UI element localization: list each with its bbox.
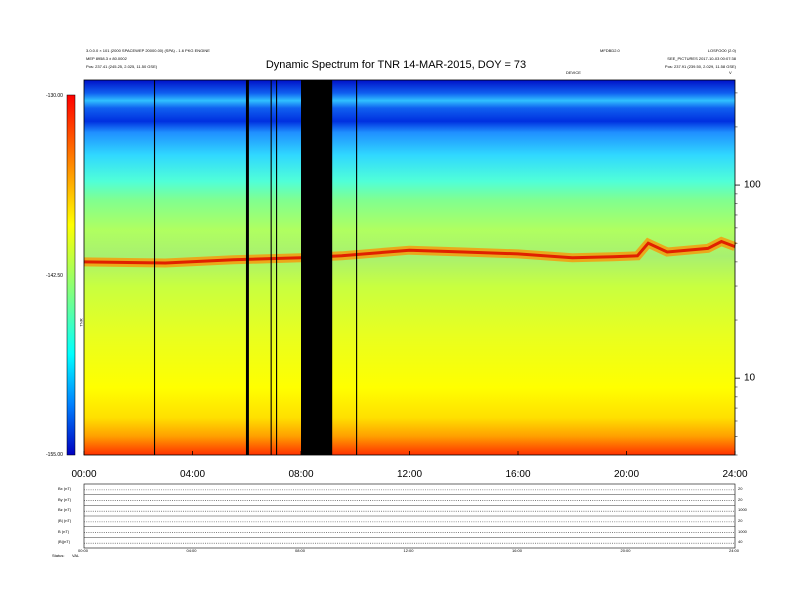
data-gap bbox=[301, 80, 333, 455]
panel-left-label: |B| (nT) bbox=[58, 518, 72, 523]
panel-right-label: 40 bbox=[738, 539, 743, 545]
status-label: Status: bbox=[52, 553, 65, 558]
panel-left-label: |B|(nT) bbox=[58, 539, 71, 545]
header-info-mid: MFDBD2.0 bbox=[600, 48, 620, 53]
chart-title: Dynamic Spectrum for TNR 14-MAR-2015, DO… bbox=[265, 59, 527, 71]
corner-label: V bbox=[729, 70, 732, 75]
status-value: VAL bbox=[72, 553, 80, 558]
panel-right-label: 20 bbox=[738, 518, 743, 523]
panel-x-tick-label: 24:00 bbox=[729, 548, 740, 553]
panel-x-tick-label: 04:00 bbox=[186, 548, 197, 553]
panel-x-tick-label: 16:00 bbox=[512, 548, 523, 553]
colorbar-tick-mid: -142.50 bbox=[46, 273, 63, 279]
plasma-line bbox=[83, 239, 736, 265]
panel-right-label: 20 bbox=[738, 496, 743, 502]
spectrogram-area bbox=[84, 80, 735, 455]
x-tick-label: 16:00 bbox=[505, 469, 531, 480]
header-info-right-2: SEE_PICTURES 2017-10-03 00:07:38 bbox=[667, 56, 736, 61]
header-info-left-3: Pos: 237.41 (245.25, 2.025, 11.50 GSE) bbox=[86, 64, 158, 69]
header-info-right-3: Pos: 237.91 (239.50, 2.029, 11.58 GSE) bbox=[664, 64, 736, 69]
colorbar bbox=[66, 94, 76, 456]
small-marker-label: DEVICE bbox=[566, 70, 581, 75]
x-tick-label: 00:00 bbox=[71, 469, 97, 480]
x-tick-label: 20:00 bbox=[613, 469, 640, 480]
header-info-left-2: MEP 8958.3 ± 80.0002 bbox=[86, 56, 127, 61]
panel-x-tick-label: 00:00 bbox=[78, 548, 89, 553]
plot-frame bbox=[83, 79, 736, 456]
panel-x-tick-label: 12:00 bbox=[403, 548, 414, 553]
x-tick-label: 12:00 bbox=[396, 469, 423, 480]
panel-right-label: 1000 bbox=[738, 507, 747, 513]
colorbar-label: TNR bbox=[78, 318, 84, 327]
panel-x-tick-label: 20:00 bbox=[620, 548, 631, 553]
header-info-left-1: 3.0.0.0 × 101 (2000 SPACEWEP 20000.00) (… bbox=[86, 48, 210, 53]
panel-x-tick-label: 08:00 bbox=[295, 548, 306, 553]
panel-right-label: 20 bbox=[738, 486, 743, 491]
panel-right-label: 1000 bbox=[738, 528, 747, 534]
x-tick-label: 24:00 bbox=[722, 469, 748, 480]
panel-left-label: By (nT) bbox=[58, 496, 72, 502]
x-tick-label: 04:00 bbox=[179, 469, 206, 480]
y-tick-label: 100 bbox=[744, 179, 761, 191]
colorbar-tick-bottom: -155.00 bbox=[46, 452, 63, 458]
x-tick-label: 08:00 bbox=[288, 469, 314, 480]
panel-left-label: Bx (nT) bbox=[58, 486, 72, 491]
panel-left-label: B (nT) bbox=[58, 528, 70, 534]
header-info-right-1: LOSFOO0 (2.0) bbox=[707, 48, 736, 53]
panel-left-label: Bz (nT) bbox=[58, 507, 72, 513]
y-tick-label: 10 bbox=[744, 372, 756, 384]
colorbar-tick-top: -130.00 bbox=[46, 93, 63, 99]
